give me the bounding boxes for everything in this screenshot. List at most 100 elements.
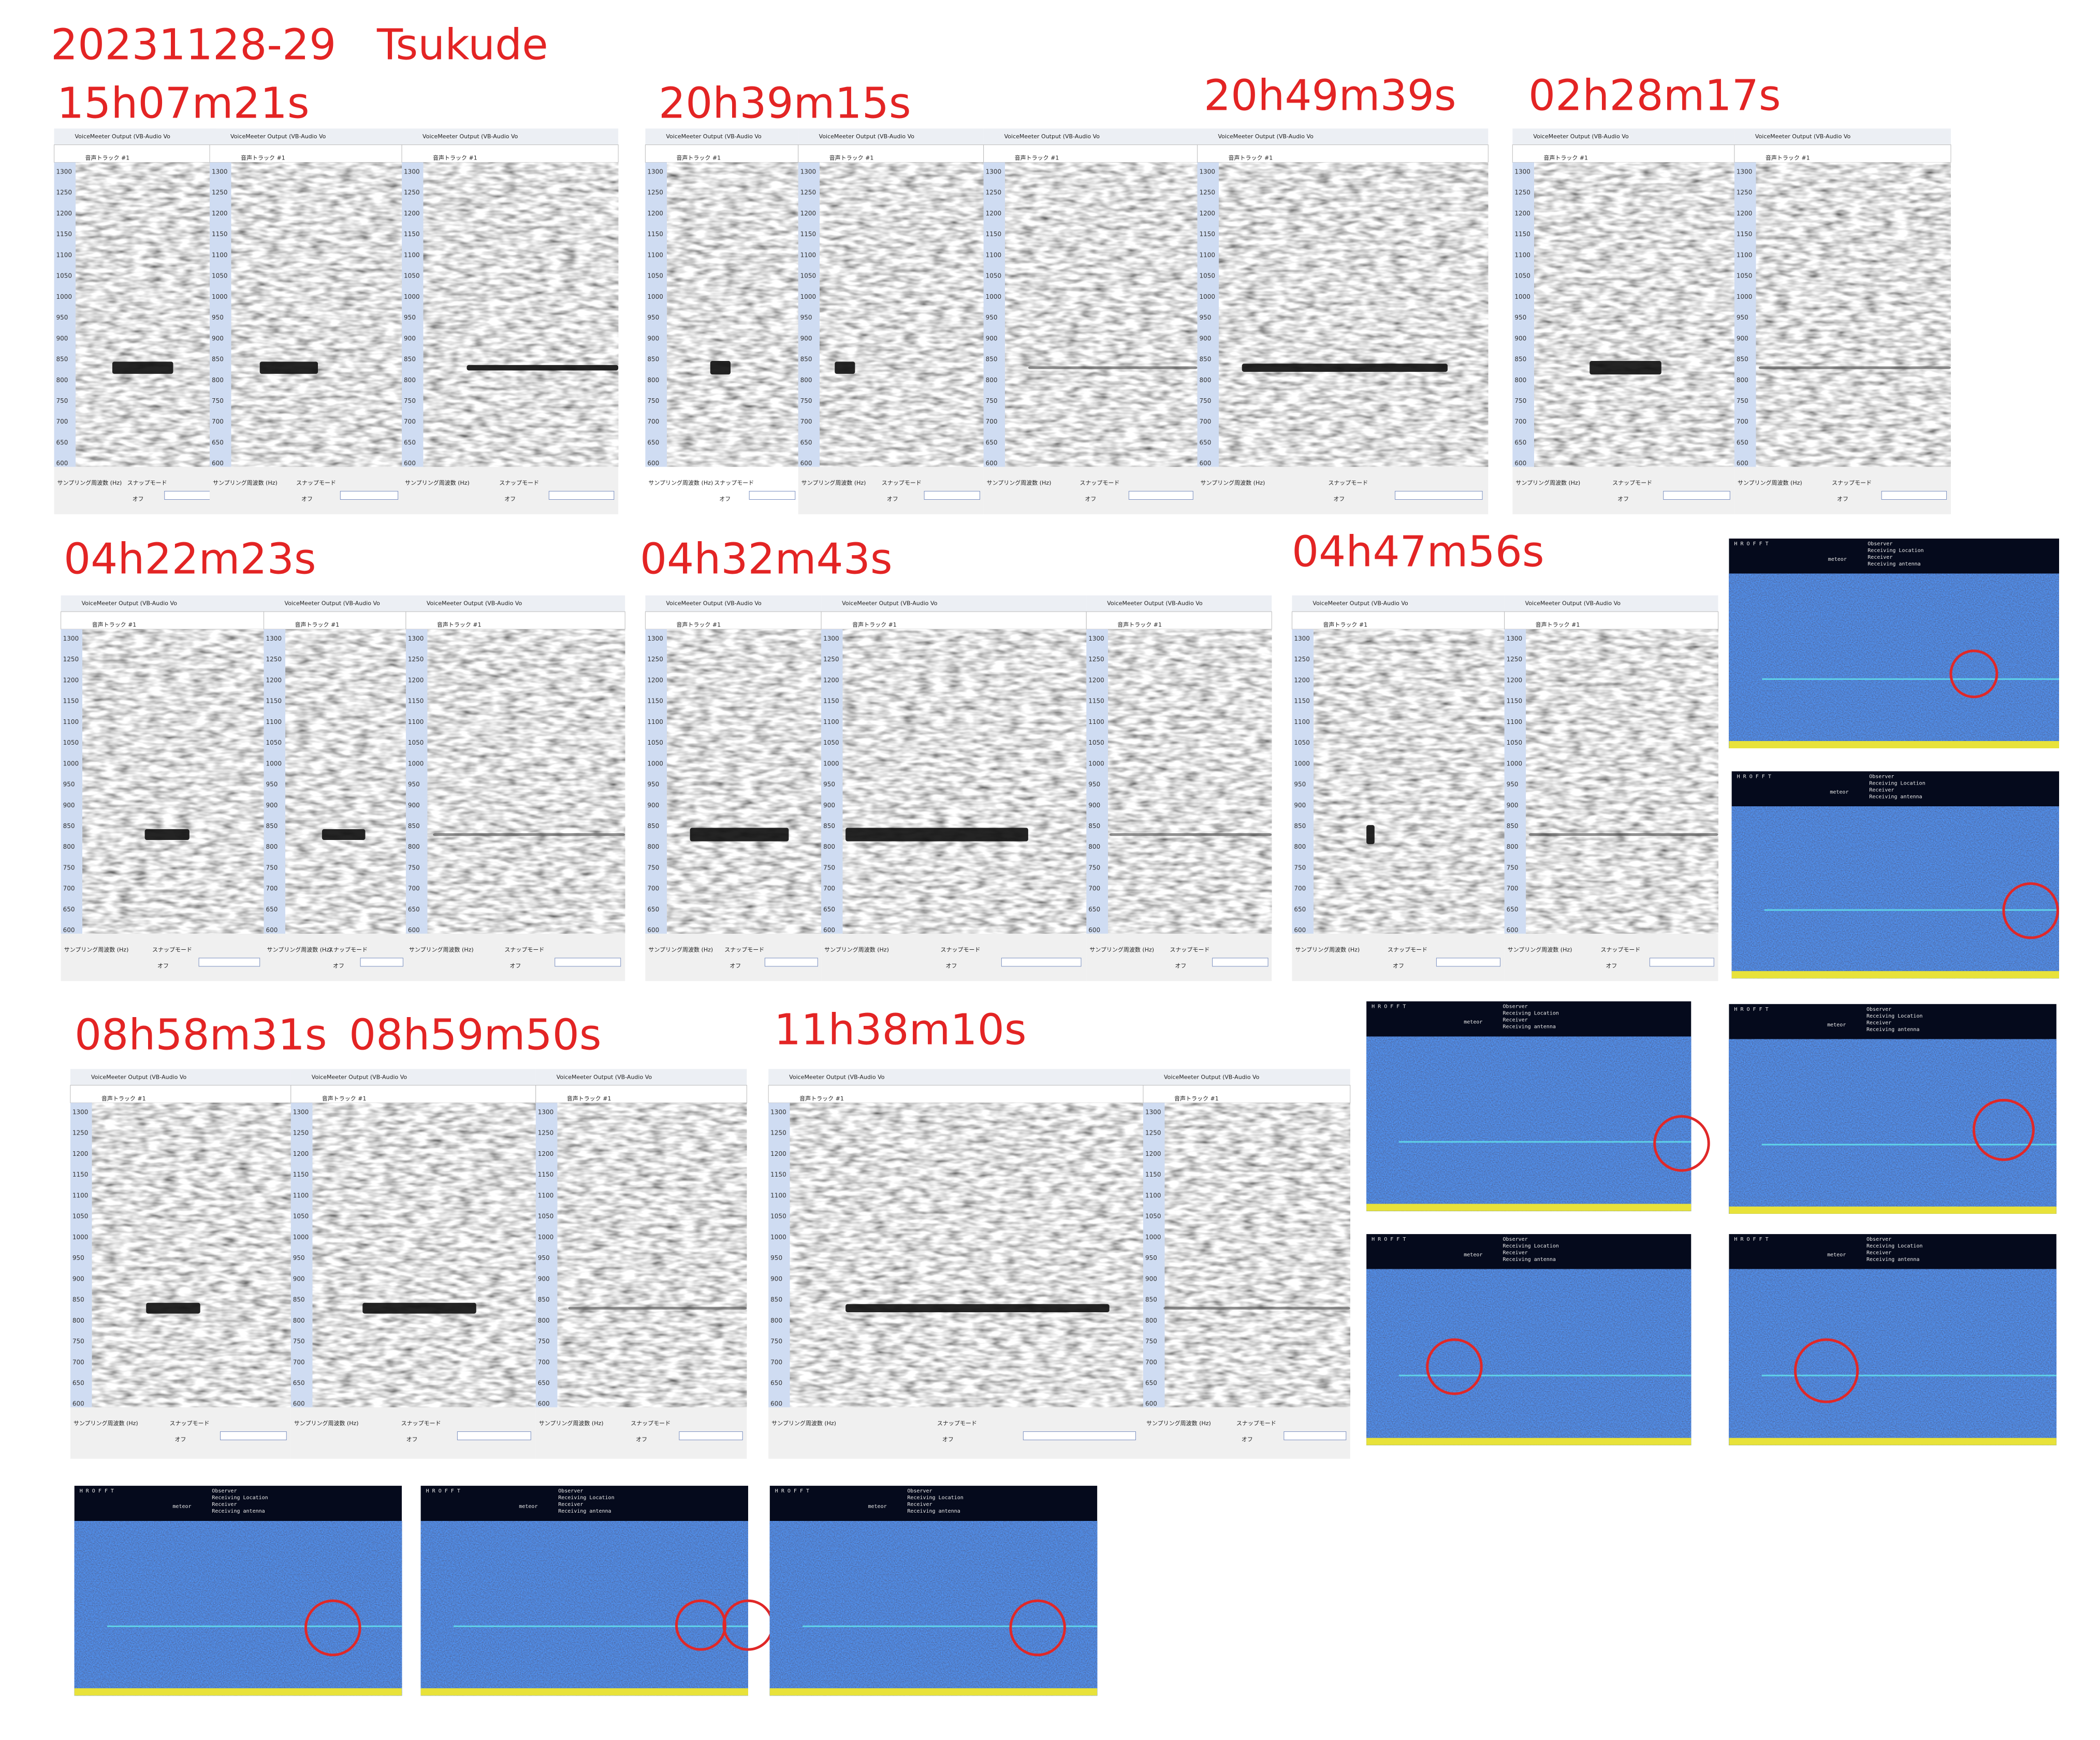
signal-trace — [1366, 825, 1375, 844]
time-field — [1001, 958, 1082, 967]
freq-label: 1300 — [1145, 1108, 1161, 1115]
freq-label: 1150 — [770, 1171, 786, 1178]
freq-label: 700 — [800, 418, 812, 425]
freq-label: 950 — [1514, 314, 1526, 321]
device-label: VoiceMeeter Output (VB-Audio Vo — [789, 1074, 885, 1080]
freq-label: 900 — [1514, 335, 1526, 342]
freq-label: 1250 — [986, 189, 1002, 196]
freq-label: 600 — [293, 1400, 305, 1408]
freq-label: 1100 — [293, 1192, 309, 1199]
rate-label: サンプリング周波数 (Hz) — [1515, 479, 1580, 486]
freq-label: 1200 — [538, 1150, 554, 1157]
snap-label: スナップモード — [401, 1420, 441, 1427]
toolbar — [535, 1069, 747, 1085]
hrofft-field: Receiver — [1866, 1250, 1891, 1256]
freq-label: 800 — [266, 843, 278, 850]
time-field — [360, 958, 403, 967]
off-label: オフ — [133, 496, 144, 502]
freq-label: 1000 — [408, 760, 424, 767]
freq-label: 1050 — [647, 272, 663, 280]
freq-label: 600 — [266, 926, 278, 934]
status-bar — [402, 467, 619, 514]
snap-label: スナップモード — [1612, 480, 1652, 486]
device-label: VoiceMeeter Output (VB-Audio Vo — [1107, 600, 1203, 607]
freq-label: 900 — [1294, 802, 1306, 809]
freq-label: 800 — [56, 376, 68, 384]
freq-label: 1050 — [1145, 1213, 1161, 1220]
time-field — [1881, 491, 1947, 500]
spectrogram-screenshot: VoiceMeeter Output (VB-Audio Vo 音声トラック #1… — [1143, 1069, 1351, 1459]
rate-label: サンプリング周波数 (Hz) — [1089, 946, 1154, 953]
rate-label: サンプリング周波数 (Hz) — [213, 479, 278, 486]
freq-label: 750 — [1088, 864, 1100, 871]
signal-trace — [835, 361, 855, 374]
freq-label: 850 — [1514, 356, 1526, 363]
freq-label: 1250 — [408, 656, 424, 663]
off-label: オフ — [157, 963, 169, 969]
freq-label: 1150 — [408, 698, 424, 705]
freq-label: 1250 — [647, 656, 663, 663]
freq-axis — [290, 1103, 313, 1408]
time-field — [1128, 491, 1193, 500]
track-label: 音声トラック #1 — [1323, 621, 1367, 628]
off-label: オフ — [504, 496, 516, 502]
freq-label: 1300 — [266, 635, 282, 642]
freq-label: 900 — [823, 802, 835, 809]
freq-label: 950 — [823, 781, 835, 788]
freq-label: 1300 — [63, 635, 79, 642]
status-bar — [1734, 467, 1951, 514]
time-field — [1023, 1431, 1136, 1441]
rate-label: サンプリング周波数 (Hz) — [1295, 946, 1360, 953]
off-label: オフ — [1242, 1436, 1253, 1443]
freq-axis — [1143, 1103, 1165, 1408]
freq-label: 850 — [823, 822, 835, 830]
freq-label: 650 — [770, 1380, 782, 1387]
freq-label: 750 — [266, 864, 278, 871]
freq-label: 1150 — [63, 698, 79, 705]
freq-label: 1150 — [1088, 698, 1104, 705]
hrofft-header — [420, 1486, 748, 1521]
freq-label: 950 — [1088, 781, 1100, 788]
freq-label: 1100 — [1145, 1192, 1161, 1199]
hrofft-waterfall — [769, 1521, 1098, 1696]
device-label: VoiceMeeter Output (VB-Audio Vo — [1004, 133, 1100, 140]
freq-axis — [54, 162, 76, 467]
freq-label: 850 — [647, 356, 659, 363]
freq-label: 650 — [63, 906, 75, 913]
freq-label: 950 — [293, 1254, 305, 1262]
freq-label: 750 — [986, 397, 998, 404]
freq-label: 800 — [293, 1317, 305, 1324]
hrofft-brand: H R O F F T — [1372, 1004, 1406, 1010]
off-label: オフ — [946, 963, 957, 969]
freq-label: 1100 — [986, 251, 1002, 258]
toolbar — [1504, 595, 1718, 612]
time-field — [198, 958, 260, 967]
freq-label: 1300 — [1507, 635, 1523, 642]
freq-label: 750 — [770, 1338, 782, 1345]
highlight-circle — [1972, 1098, 2035, 1161]
freq-label: 950 — [986, 314, 998, 321]
snap-label: スナップモード — [1170, 946, 1209, 953]
device-label: VoiceMeeter Output (VB-Audio Vo — [1218, 133, 1314, 140]
hrofft-waterfall — [1729, 573, 2059, 748]
freq-label: 1100 — [647, 251, 663, 258]
freq-axis — [821, 629, 843, 934]
snap-label: スナップモード — [504, 946, 544, 953]
freq-label: 800 — [1507, 843, 1519, 850]
status-bar — [1292, 933, 1505, 981]
freq-label: 1050 — [1507, 739, 1523, 746]
spectrogram-screenshot: VoiceMeeter Output (VB-Audio Vo 音声トラック #1… — [983, 128, 1198, 514]
hrofft-field: Receiver — [212, 1502, 237, 1507]
freq-label: 1300 — [404, 168, 420, 175]
hrofft-tag: meteor — [868, 1504, 887, 1510]
freq-label: 600 — [56, 460, 68, 467]
freq-label: 1300 — [212, 168, 228, 175]
spectrogram-screenshot: VoiceMeeter Output (VB-Audio Vo 音声トラック #1… — [1734, 128, 1951, 514]
highlight-circle — [675, 1599, 727, 1651]
freq-label: 1050 — [1514, 272, 1530, 280]
toolbar — [768, 1069, 1143, 1085]
snap-label: スナップモード — [1600, 946, 1640, 953]
